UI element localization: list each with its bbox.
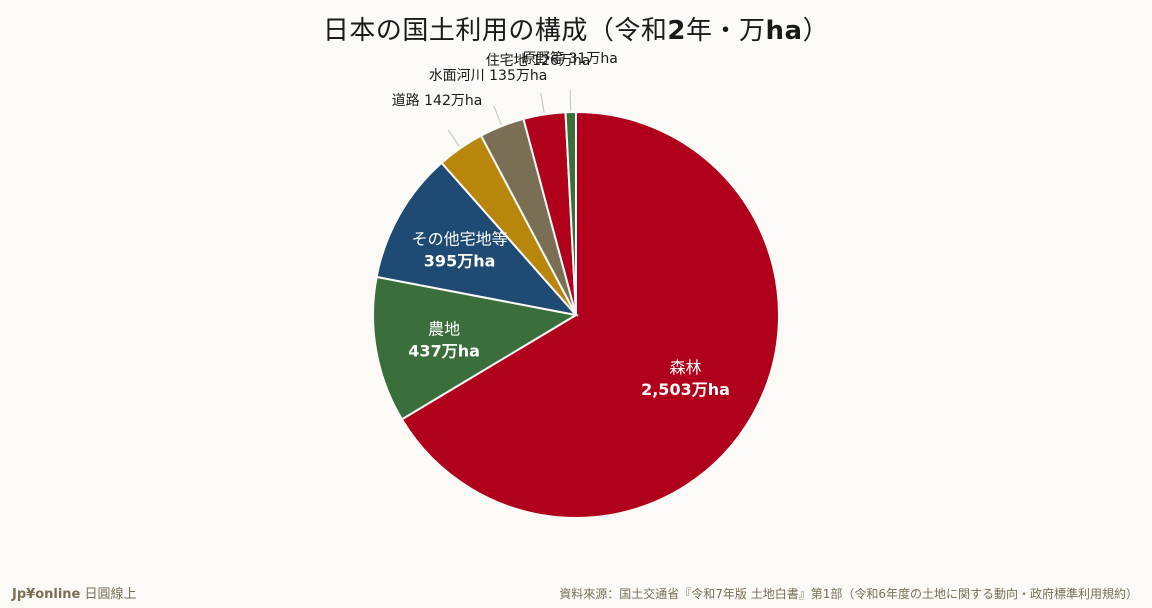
outside-label-3: 道路 142万ha [392, 93, 483, 109]
slice-label-value-1: 437万ha [408, 341, 480, 360]
pie-slice-1 [372, 275, 579, 421]
pie-slice-2 [375, 161, 579, 317]
slice-label-name-0: 森林 [669, 358, 701, 377]
slice-label-name-2: その他宅地等 [412, 230, 508, 249]
footer-source: 資料來源：国土交通省『令和7年版 土地白書』第1部（令和6年度の土地に関する動向… [559, 587, 1138, 601]
slice-label-name-1: 農地 [428, 319, 460, 338]
outside-label-6: 原野等 31万ha [522, 50, 618, 67]
leader-line-5 [540, 92, 545, 113]
outside-label-5: 住宅地 126万ha [486, 53, 591, 69]
slice-label-value-0: 2,503万ha [641, 380, 730, 399]
leader-line-3 [447, 129, 460, 147]
leader-line-4 [493, 105, 502, 125]
pie-slice-6 [564, 110, 577, 316]
chart-title: 日本の国土利用の構成（令和2年・万ha） [322, 16, 830, 46]
leader-line-6 [569, 90, 572, 111]
slice-label-value-2: 395万ha [424, 252, 496, 271]
brand-name: Jp¥online [12, 587, 81, 602]
pie-slice-0 [400, 110, 781, 519]
footer-brand: Jp¥online 日圓線上 [12, 583, 137, 602]
brand-suffix: 日圓線上 [84, 587, 137, 602]
outside-label-4: 水面河川 135万ha [429, 68, 548, 84]
